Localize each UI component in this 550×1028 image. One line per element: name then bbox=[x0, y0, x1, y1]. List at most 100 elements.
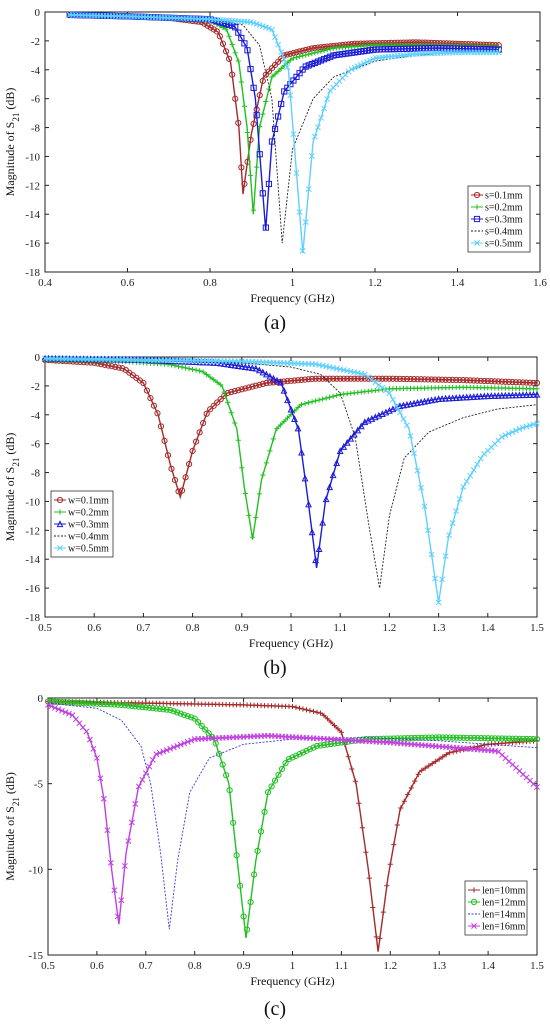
series-marker bbox=[329, 471, 337, 479]
y-tick-label: -16 bbox=[25, 583, 40, 595]
series-marker bbox=[474, 734, 481, 742]
series-marker bbox=[407, 433, 414, 440]
series-marker bbox=[305, 376, 312, 383]
series-marker bbox=[259, 190, 266, 197]
series-marker bbox=[446, 734, 453, 741]
series-marker bbox=[519, 735, 527, 742]
series-marker bbox=[343, 438, 351, 446]
series-marker bbox=[439, 734, 446, 741]
series-marker bbox=[249, 383, 256, 390]
series-marker bbox=[333, 375, 340, 382]
series-marker bbox=[267, 448, 273, 454]
series-marker bbox=[290, 131, 297, 138]
series-marker bbox=[357, 61, 364, 68]
series-marker bbox=[182, 365, 189, 371]
series-marker bbox=[104, 701, 111, 708]
series-marker bbox=[306, 51, 312, 57]
series-marker bbox=[419, 767, 425, 773]
series-marker bbox=[530, 421, 537, 428]
y-tick-label: -5 bbox=[34, 779, 44, 791]
series-marker bbox=[302, 219, 309, 226]
series-marker bbox=[252, 364, 260, 372]
series-marker bbox=[344, 375, 351, 382]
series-marker bbox=[512, 427, 519, 434]
x-tick-label: 0.8 bbox=[203, 277, 217, 289]
series-marker bbox=[460, 484, 467, 490]
series-marker bbox=[466, 393, 474, 401]
series-line bbox=[47, 700, 538, 952]
series-marker bbox=[281, 418, 287, 425]
series-marker bbox=[370, 904, 376, 911]
series-marker bbox=[275, 113, 282, 120]
y-tick-label: -2 bbox=[31, 381, 40, 393]
series-marker bbox=[252, 382, 259, 389]
series-marker bbox=[400, 401, 407, 409]
series-marker bbox=[118, 897, 125, 904]
series-marker bbox=[287, 50, 294, 57]
chart-panel-c: 0.5 0.6 0.7 0.8 0.9 1 1.1 1.2 1.3 1.4 1.5 0 -5 -10 -15… bbox=[0, 690, 550, 1020]
x-tick-label: 1.1 bbox=[333, 622, 347, 634]
y-tick-label: -14 bbox=[25, 209, 40, 221]
series-marker bbox=[320, 396, 326, 402]
series-marker bbox=[119, 365, 126, 372]
series-marker bbox=[233, 852, 240, 859]
series-marker bbox=[163, 747, 170, 754]
series-marker bbox=[275, 68, 281, 74]
x-tick-label: 0.5 bbox=[38, 622, 52, 634]
series-marker bbox=[204, 371, 210, 378]
series-marker bbox=[264, 789, 272, 796]
series-marker bbox=[459, 393, 467, 401]
series-marker bbox=[227, 361, 235, 368]
y-tick-label: -8 bbox=[31, 123, 41, 135]
series-marker bbox=[147, 395, 154, 402]
series-marker bbox=[387, 861, 393, 867]
series-marker bbox=[298, 448, 305, 456]
series-marker bbox=[460, 734, 467, 741]
series-marker bbox=[76, 699, 83, 706]
series-marker bbox=[315, 545, 323, 553]
series-marker bbox=[278, 100, 285, 108]
series-marker bbox=[284, 396, 291, 404]
x-axis-label: Frequency (GHz) bbox=[250, 974, 334, 988]
series-marker bbox=[481, 377, 488, 385]
legend-label: len=12mm bbox=[482, 898, 526, 909]
series-marker bbox=[128, 819, 135, 826]
series-line bbox=[44, 357, 538, 589]
series-marker bbox=[425, 527, 432, 534]
series-marker bbox=[228, 410, 234, 416]
x-tick-label: 0.8 bbox=[186, 622, 200, 634]
series-marker bbox=[379, 375, 386, 382]
series-marker bbox=[523, 391, 530, 398]
series-marker bbox=[244, 129, 251, 136]
y-tick-label: -2 bbox=[31, 36, 40, 48]
series-marker bbox=[186, 366, 192, 372]
series-marker bbox=[100, 700, 107, 708]
series-marker bbox=[384, 883, 390, 889]
series-marker bbox=[278, 65, 284, 72]
series-marker bbox=[277, 422, 284, 428]
series-marker bbox=[298, 401, 305, 408]
series-marker bbox=[112, 363, 119, 371]
series-marker bbox=[293, 704, 299, 710]
caption-a: (a) bbox=[263, 312, 287, 334]
series-marker bbox=[217, 396, 224, 403]
series-line bbox=[47, 702, 538, 930]
series-marker bbox=[259, 380, 266, 388]
series-marker bbox=[410, 376, 418, 383]
series-marker bbox=[502, 735, 509, 742]
series-marker bbox=[140, 379, 147, 387]
series-marker bbox=[330, 393, 336, 399]
legend-label: w=0.2mm bbox=[68, 508, 109, 519]
series-marker bbox=[190, 366, 196, 372]
legend-marker bbox=[474, 240, 480, 246]
series-marker bbox=[428, 551, 435, 558]
series-marker bbox=[431, 395, 439, 403]
series-len=14mm bbox=[47, 702, 538, 930]
series-marker bbox=[291, 377, 298, 384]
series-marker bbox=[428, 396, 435, 404]
series-marker bbox=[512, 735, 520, 742]
series-marker bbox=[200, 419, 207, 427]
series-marker bbox=[530, 390, 537, 398]
series-marker bbox=[460, 377, 467, 384]
series-marker bbox=[238, 386, 245, 393]
